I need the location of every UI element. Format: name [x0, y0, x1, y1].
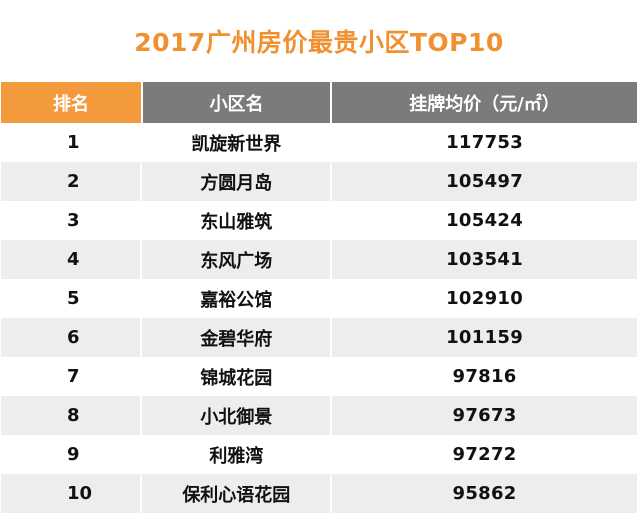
column-divider	[330, 123, 333, 162]
name-cell: 东山雅筑	[200, 211, 273, 233]
column-divider	[140, 240, 143, 279]
rank-cell: 3	[67, 210, 80, 231]
column-divider	[330, 279, 333, 318]
name-cell: 嘉裕公馆	[200, 289, 273, 311]
column-divider	[330, 396, 333, 435]
column-divider	[140, 162, 143, 201]
name-cell: 小北御景	[200, 406, 273, 428]
rank-cell: 8	[67, 405, 80, 426]
column-divider	[140, 201, 143, 240]
column-divider	[330, 357, 333, 396]
price-cell: 105424	[446, 210, 524, 231]
rank-cell: 6	[67, 327, 80, 348]
column-divider	[330, 201, 333, 240]
price-cell: 97816	[452, 366, 517, 387]
column-divider	[330, 318, 333, 357]
chart-title: 2017广州房价最贵小区TOP10	[134, 28, 504, 57]
rank-cell: 2	[67, 171, 80, 192]
name-cell: 金碧华府	[200, 328, 273, 350]
price-cell: 97272	[452, 444, 517, 465]
header-name: 小区名	[143, 82, 330, 123]
column-divider	[140, 357, 143, 396]
price-cell: 103541	[446, 249, 524, 270]
table-row: 3 东山雅筑 105424	[1, 201, 637, 240]
rank-cell: 9	[67, 444, 80, 465]
rank-cell: 7	[67, 366, 80, 387]
column-divider	[140, 435, 143, 474]
column-divider	[140, 318, 143, 357]
table-row: 8 小北御景 97673	[1, 396, 637, 435]
table-row: 6 金碧华府 101159	[1, 318, 637, 357]
table-body: 1 凯旋新世界 117753 2 方圆月岛 105497 3 东山雅筑 105424 4 东风广场 1…	[1, 123, 637, 513]
header-rank: 排名	[1, 82, 141, 123]
name-cell: 凯旋新世界	[191, 133, 282, 155]
price-cell: 117753	[446, 132, 524, 153]
table-row: 4 东风广场 103541	[1, 240, 637, 279]
price-cell: 95862	[452, 483, 517, 504]
price-cell: 97673	[452, 405, 517, 426]
column-divider	[330, 435, 333, 474]
table-row: 10 保利心语花园 95862	[1, 474, 637, 513]
rank-cell: 1	[67, 132, 80, 153]
column-divider	[140, 123, 143, 162]
name-cell: 方圆月岛	[200, 172, 273, 194]
name-cell: 锦城花园	[200, 367, 273, 389]
rank-cell: 4	[67, 249, 80, 270]
ranking-table: 排名 小区名 挂牌均价（元/㎡） 1 凯旋新世界 117753 2 方圆月岛 105497…	[1, 82, 637, 513]
rank-cell: 5	[67, 288, 80, 309]
column-divider	[140, 396, 143, 435]
name-cell: 东风广场	[200, 250, 273, 272]
name-cell: 保利心语花园	[182, 484, 291, 506]
price-cell: 101159	[446, 327, 524, 348]
table-row: 1 凯旋新世界 117753	[1, 123, 637, 162]
column-divider	[330, 162, 333, 201]
column-divider	[140, 474, 143, 513]
column-divider	[330, 474, 333, 513]
column-divider	[330, 240, 333, 279]
column-divider	[140, 279, 143, 318]
header-price: 挂牌均价（元/㎡）	[332, 82, 637, 123]
table-row: 5 嘉裕公馆 102910	[1, 279, 637, 318]
table-row: 7 锦城花园 97816	[1, 357, 637, 396]
rank-cell: 10	[67, 483, 93, 504]
table-row: 2 方圆月岛 105497	[1, 162, 637, 201]
table-header: 排名 小区名 挂牌均价（元/㎡）	[1, 82, 637, 123]
price-cell: 105497	[446, 171, 524, 192]
table-row: 9 利雅湾 97272	[1, 435, 637, 474]
price-cell: 102910	[446, 288, 524, 309]
name-cell: 利雅湾	[209, 445, 264, 467]
